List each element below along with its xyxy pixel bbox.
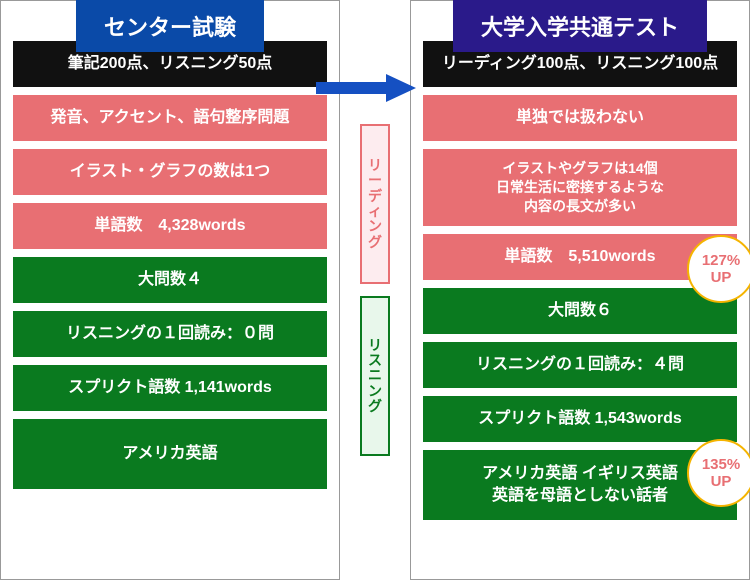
listening-label: リスニング [360, 296, 390, 456]
row-item: イラスト・グラフの数は1つ [13, 149, 327, 195]
row-item: 単独では扱わない [423, 95, 737, 141]
row-item: アメリカ英語 [13, 419, 327, 489]
row-item: イラストやグラフは14個 日常生活に密接するような 内容の長文が多い [423, 149, 737, 226]
percent-badge: 127%UP [687, 235, 750, 303]
row-item: 大問数４ [13, 257, 327, 303]
row-item: 大問数６ [423, 288, 737, 334]
right-header: 大学入学共通テスト [453, 0, 707, 52]
row-item: 発音、アクセント、語句整序問題 [13, 95, 327, 141]
percent-badge: 135%UP [687, 439, 750, 507]
left-column: センター試験 筆記200点、リスニング50点発音、アクセント、語句整序問題イラス… [0, 0, 340, 580]
row-item: スプリクト語数 1,141words [13, 365, 327, 411]
row-item: リスニングの１回読み：４問 [423, 342, 737, 388]
arrow-icon [316, 74, 416, 102]
right-column: 大学入学共通テスト リーディング100点、リスニング100点単独では扱わないイラ… [410, 0, 750, 580]
row-item: リスニングの１回読み：０問 [13, 311, 327, 357]
left-header: センター試験 [76, 0, 264, 52]
row-item: 単語数 4,328words [13, 203, 327, 249]
reading-label: リーディング [360, 124, 390, 284]
row-item: スプリクト語数 1,543words [423, 396, 737, 442]
comparison-container: センター試験 筆記200点、リスニング50点発音、アクセント、語句整序問題イラス… [0, 0, 750, 580]
left-rows: 筆記200点、リスニング50点発音、アクセント、語句整序問題イラスト・グラフの数… [13, 41, 327, 489]
